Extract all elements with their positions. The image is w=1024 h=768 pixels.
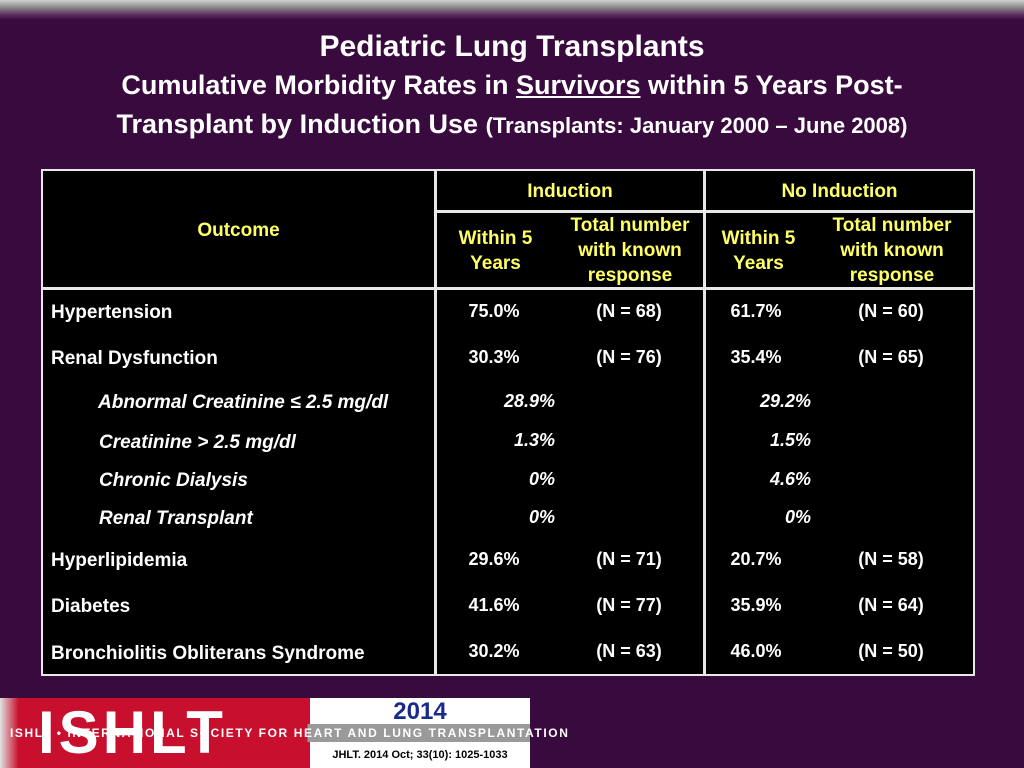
cell-no-induction-n: (N = 50) [858,641,924,661]
cell-no-induction-n: (N = 65) [858,347,924,367]
cell-induction-n: (N = 77) [596,595,662,615]
cell-no-induction-pct: 46.0% [730,641,782,661]
top-gradient-band [0,0,1024,20]
footer-branding: ISHLT ISHLT • INTERNATIONAL SOCIETY FOR … [0,698,568,768]
cell-no-induction-pct: 0% [784,507,811,527]
subtitle-underlined: Survivors [515,70,641,100]
cell-induction-pct: 29.6% [468,549,520,569]
cell-induction-n: (N = 76) [596,347,662,367]
cell-no-induction-pct: 35.4% [730,347,782,367]
row-label-renal-dysfunction: Renal Dysfunction [51,348,218,369]
cell-induction-n: (N = 63) [596,641,662,661]
slide-title: Pediatric Lung Transplants Cumulative Mo… [0,28,1024,146]
row-label-hyperlipidemia: Hyperlipidemia [51,550,188,571]
citation-label: JHLT. 2014 Oct; 33(10): 1025-1033 [310,742,530,768]
row-label-bos: Bronchiolitis Obliterans Syndrome [51,643,365,664]
cell-induction-n: (N = 71) [596,549,662,569]
cell-no-induction-pct: 4.6% [769,469,811,489]
cell-no-induction-pct: 61.7% [730,301,782,321]
header-no-induction-total: Total number with known response [832,215,952,286]
subtitle-text-post: within 5 Years Post- [640,70,903,100]
title-main: Pediatric Lung Transplants [319,30,705,63]
cell-induction-pct: 28.9% [503,391,555,411]
society-tagline: ISHLT • INTERNATIONAL SOCIETY FOR HEART … [0,724,568,742]
morbidity-table: Outcome Induction No Induction Within 5 … [41,169,975,676]
cell-no-induction-n: (N = 64) [858,595,924,615]
row-label-hypertension: Hypertension [51,302,173,323]
table-divider-outcome [434,171,437,674]
cell-no-induction-n: (N = 60) [858,301,924,321]
cell-no-induction-pct: 35.9% [730,595,782,615]
header-induction: Induction [527,181,613,202]
header-no-induction: No Induction [781,181,898,202]
subtitle-text-pre: Cumulative Morbidity Rates in [121,70,516,100]
cell-induction-pct: 0% [528,469,555,489]
subtitle-line2-main: Transplant by Induction Use [116,109,486,139]
row-label-chronic-dialysis: Chronic Dialysis [99,470,248,491]
cell-no-induction-pct: 1.5% [769,430,811,450]
header-induction-total: Total number with known response [570,215,690,286]
title-subtitle-line1: Cumulative Morbidity Rates in Survivors … [0,66,1024,104]
row-label-renal-transplant: Renal Transplant [99,508,253,529]
cell-induction-n: (N = 68) [596,301,662,321]
cell-induction-pct: 1.3% [513,430,555,450]
table-divider-header [43,287,973,290]
row-label-creatinine-high: Creatinine > 2.5 mg/dl [99,432,296,453]
cell-no-induction-pct: 29.2% [759,391,811,411]
cell-no-induction-n: (N = 58) [858,549,924,569]
row-label-diabetes: Diabetes [51,596,131,617]
subtitle-date-range: (Transplants: January 2000 – June 2008) [485,113,908,138]
cell-induction-pct: 30.2% [468,641,520,661]
row-label-abnormal-creatinine: Abnormal Creatinine ≤ 2.5 mg/dl [98,392,389,413]
header-outcome: Outcome [197,220,280,241]
year-label: 2014 [310,698,530,725]
cell-induction-pct: 0% [528,507,555,527]
cell-induction-pct: 30.3% [468,347,520,367]
cell-no-induction-pct: 20.7% [730,549,782,569]
table-divider-group-header [434,210,973,213]
header-induction-within: Within 5 Years [458,228,533,274]
header-no-induction-within: Within 5 Years [721,228,796,274]
cell-induction-pct: 41.6% [468,595,520,615]
cell-induction-pct: 75.0% [468,301,520,321]
table-divider-groups [703,171,706,674]
title-subtitle-line2: Transplant by Induction Use (Transplants… [0,104,1024,146]
